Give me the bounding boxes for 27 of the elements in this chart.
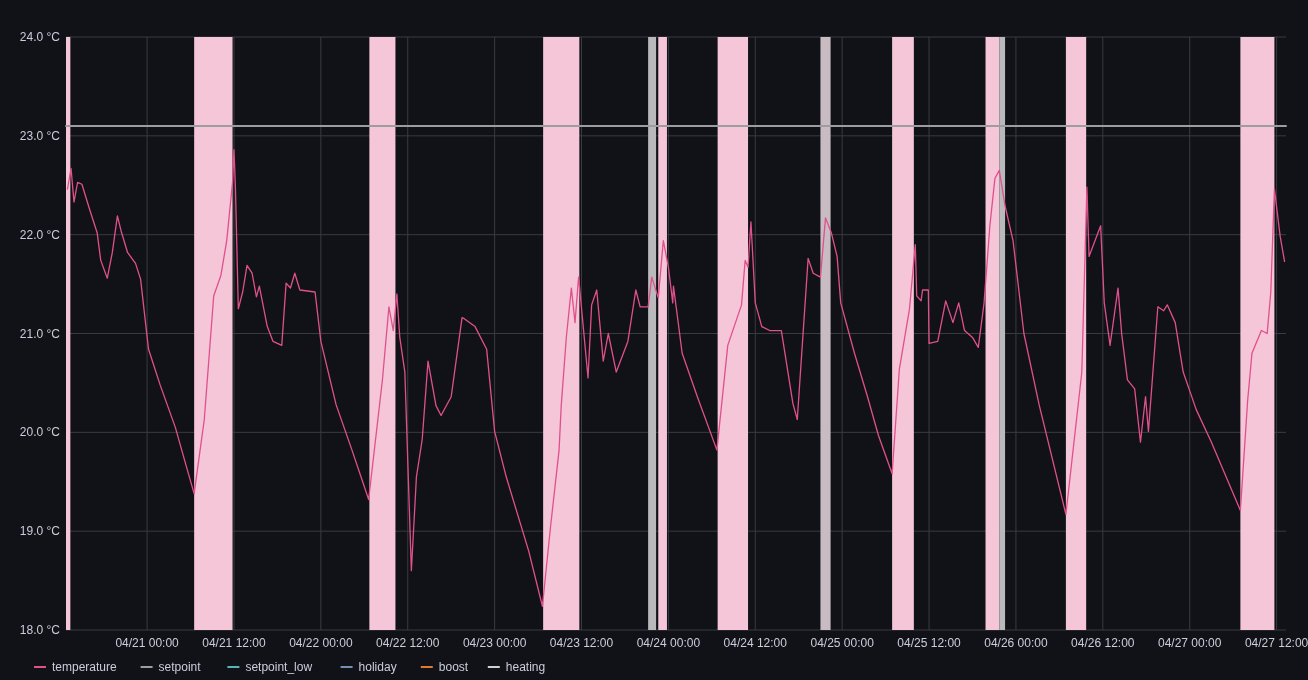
x-tick-label: 04/25 12:00 (897, 636, 962, 650)
legend-label: temperature (52, 660, 118, 674)
x-tick-label: 04/24 00:00 (636, 636, 701, 650)
x-tick-label: 04/25 00:00 (810, 636, 875, 650)
x-tick-label: 04/22 12:00 (376, 636, 440, 650)
x-tick-label: 04/23 00:00 (462, 636, 527, 650)
legend-label: setpoint_low (245, 660, 313, 674)
y-tick-label: 18.0 °C (19, 623, 61, 637)
x-tick-label: 04/21 12:00 (202, 636, 266, 650)
x-tick-label: 04/23 12:00 (549, 636, 614, 650)
y-tick-label: 20.0 °C (19, 425, 61, 440)
y-tick-label: 23.0 °C (19, 128, 61, 143)
x-tick-label: 04/26 00:00 (984, 636, 1048, 650)
y-tick-label: 21.0 °C (19, 326, 61, 341)
x-tick-label: 04/22 00:00 (289, 636, 353, 650)
y-tick-label: 24.0 °C (19, 30, 61, 44)
y-tick-label: 19.0 °C (19, 524, 61, 539)
x-tick-label: 04/24 12:00 (723, 636, 788, 650)
x-tick-label: 04/27 00:00 (1158, 636, 1222, 650)
y-tick-label: 22.0 °C (19, 227, 61, 242)
x-tick-label: 04/26 12:00 (1071, 636, 1135, 650)
legend-label: holiday (358, 660, 397, 674)
x-tick-label: 04/27 12:00 (1244, 636, 1308, 650)
legend-label: heating (505, 660, 546, 674)
legend-label: setpoint (158, 660, 202, 674)
legend-label: boost (438, 660, 469, 674)
x-tick-label: 04/21 00:00 (115, 636, 180, 650)
